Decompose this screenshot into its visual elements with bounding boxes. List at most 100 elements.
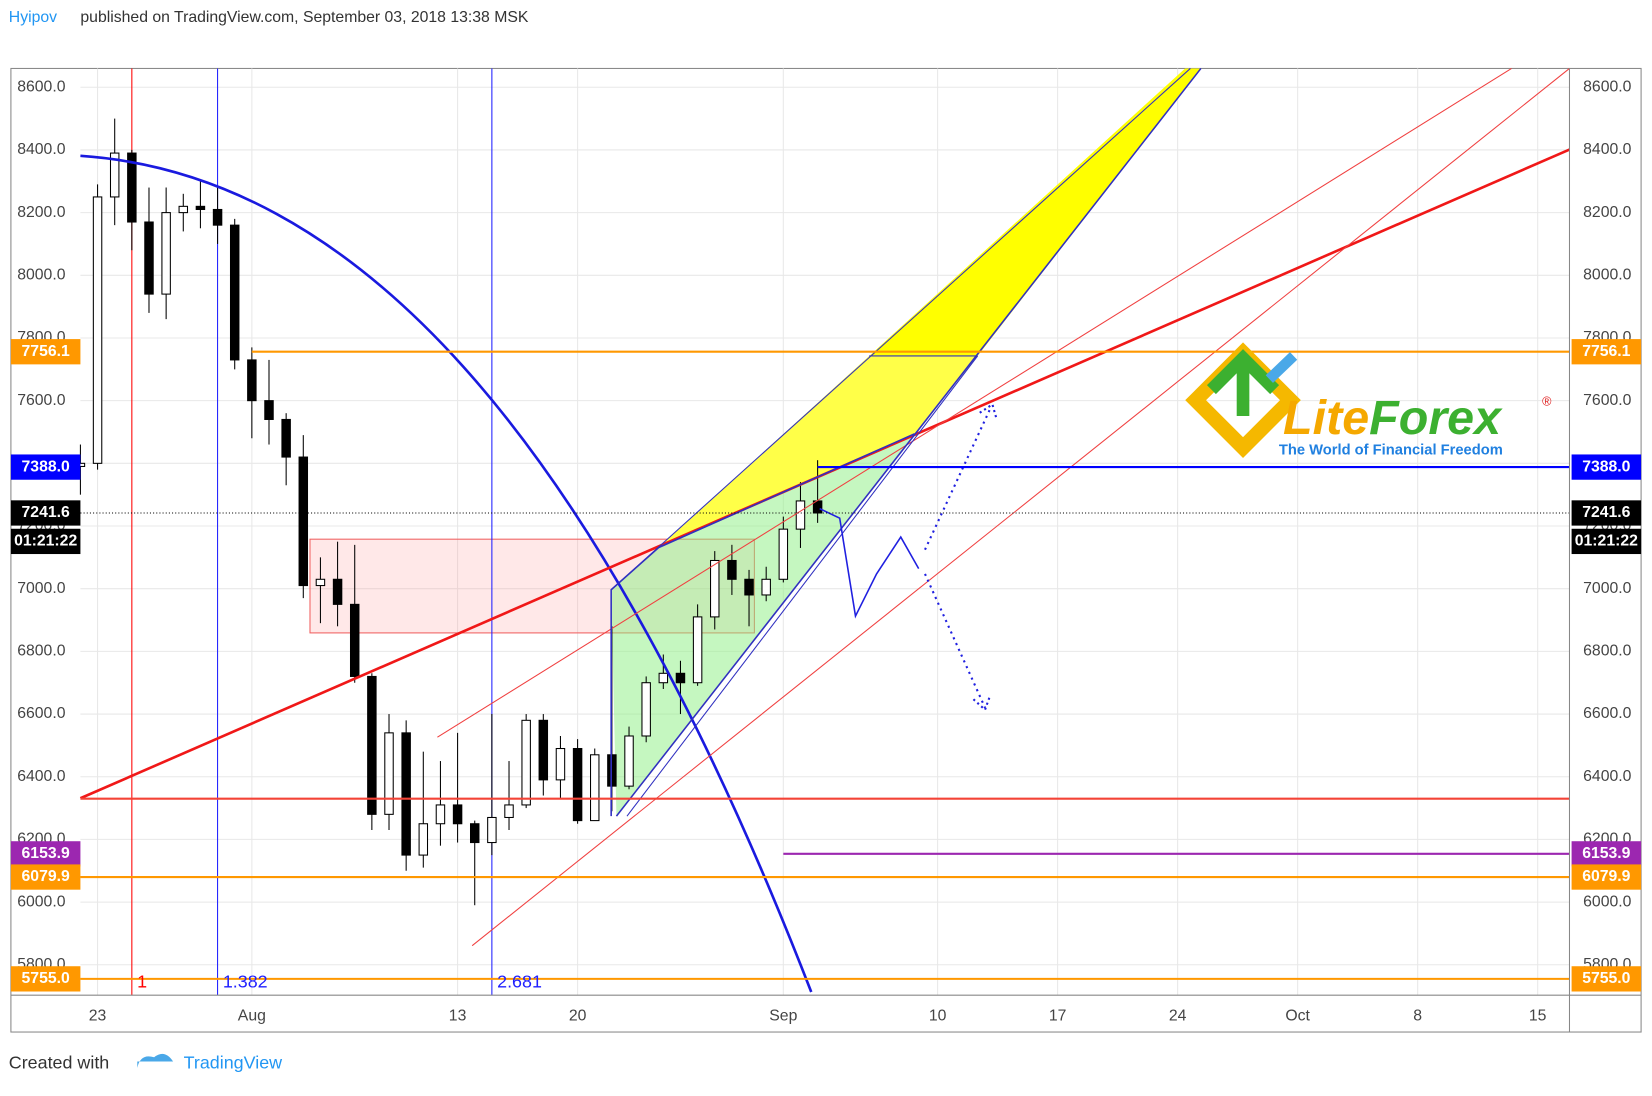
author[interactable]: Hyipov bbox=[9, 9, 57, 26]
y-tick-label: 7600.0 bbox=[17, 392, 65, 409]
time-line-label: 1 bbox=[137, 971, 147, 991]
candle-body bbox=[435, 804, 446, 825]
candle-body bbox=[521, 719, 531, 806]
candle-body bbox=[161, 212, 171, 295]
y-tick-label: 7000.0 bbox=[17, 580, 65, 597]
level-label: 6079.9 bbox=[22, 868, 70, 885]
candle-body bbox=[92, 196, 103, 464]
channel-line bbox=[610, 68, 1191, 591]
candle-body bbox=[692, 616, 703, 684]
level-label: 6153.9 bbox=[22, 845, 70, 862]
levels bbox=[80, 350, 1570, 980]
candle-body bbox=[109, 152, 120, 198]
arrow-up bbox=[924, 408, 992, 551]
logo-name: LiteForex bbox=[1283, 391, 1503, 445]
time-line-label: 2.681 bbox=[497, 971, 542, 991]
y-tick-label: 6400.0 bbox=[17, 768, 65, 785]
level-label-box bbox=[1571, 454, 1642, 480]
y-tick-label: 8200.0 bbox=[17, 204, 65, 221]
footer-icon bbox=[137, 1053, 174, 1068]
level-label: 7388.0 bbox=[22, 458, 70, 475]
x-tick-label: 13 bbox=[449, 1007, 467, 1024]
y-tick-label: 6800.0 bbox=[17, 643, 65, 660]
candle-body bbox=[538, 719, 549, 781]
level-label: 7756.1 bbox=[22, 343, 70, 360]
x-tick-label: 23 bbox=[89, 1007, 107, 1024]
logo-mark: ® bbox=[1542, 395, 1552, 409]
candle-body bbox=[264, 400, 274, 420]
level-label-box bbox=[10, 864, 81, 890]
x-tick-label: Sep bbox=[769, 1007, 797, 1024]
level-label-box bbox=[10, 966, 81, 992]
candle-body bbox=[778, 528, 789, 580]
x-tick-label: Oct bbox=[1285, 1007, 1310, 1024]
logo-accent bbox=[1265, 352, 1298, 383]
y-tick-label-right: 8600.0 bbox=[1583, 78, 1631, 95]
level-label-box bbox=[10, 339, 81, 365]
y-tick-label-right: 8200.0 bbox=[1583, 204, 1631, 221]
candle-body bbox=[641, 682, 651, 737]
candle-body bbox=[504, 804, 514, 818]
countdown-label-box bbox=[10, 528, 81, 555]
candle-body bbox=[555, 747, 566, 781]
candle-body bbox=[590, 754, 600, 822]
y-tick-label: 8600.0 bbox=[17, 78, 65, 95]
y-tick-label: 8400.0 bbox=[17, 141, 65, 158]
current-price-label-box bbox=[1571, 500, 1642, 526]
level-label: 7388.0 bbox=[1582, 458, 1630, 475]
candle-body bbox=[744, 578, 754, 596]
candle-body bbox=[298, 456, 309, 587]
y-tick-label-right: 7000.0 bbox=[1583, 580, 1631, 597]
y-tick-label-right: 8400.0 bbox=[1583, 141, 1631, 158]
x-tick-label: Aug bbox=[238, 1007, 266, 1024]
candle-body bbox=[315, 578, 326, 587]
projection bbox=[819, 507, 920, 619]
current-price-label-box bbox=[10, 500, 81, 526]
candle-body bbox=[384, 732, 394, 815]
x-tick-label: 17 bbox=[1049, 1007, 1067, 1024]
footer-brand[interactable]: TradingView bbox=[184, 1052, 283, 1072]
channel-line bbox=[437, 68, 1512, 738]
logo-arrow bbox=[1206, 349, 1280, 416]
time-line-label: 1.382 bbox=[223, 971, 268, 991]
x-tick-label: 10 bbox=[929, 1007, 947, 1024]
level-label-box bbox=[1571, 966, 1642, 992]
logo-name-a: Lite bbox=[1283, 391, 1369, 445]
logo-slogan: The World of Financial Freedom bbox=[1279, 443, 1503, 459]
candle-body bbox=[332, 578, 343, 605]
candle-body bbox=[401, 732, 411, 856]
candle-body bbox=[349, 603, 360, 677]
level-label-box bbox=[1571, 841, 1642, 867]
green-zone bbox=[611, 433, 915, 817]
candle-body bbox=[658, 672, 669, 684]
candles bbox=[75, 118, 823, 906]
level-label: 5755.0 bbox=[22, 970, 70, 987]
candle-body bbox=[572, 747, 583, 822]
arc bbox=[80, 154, 813, 993]
x-tick-label: 20 bbox=[569, 1007, 587, 1024]
y-tick-label-right: 6000.0 bbox=[1583, 893, 1631, 910]
candle-body bbox=[727, 559, 737, 580]
level-label-box bbox=[10, 841, 81, 867]
y-tick-label-right: 6400.0 bbox=[1583, 768, 1631, 785]
level-label: 7756.1 bbox=[1582, 343, 1630, 360]
candle-body bbox=[229, 224, 240, 361]
level-label: 6153.9 bbox=[1582, 845, 1630, 862]
candle-body bbox=[144, 221, 154, 295]
x-tick-label: 24 bbox=[1169, 1007, 1187, 1024]
candle-body bbox=[624, 735, 634, 787]
candle-body bbox=[452, 804, 463, 825]
countdown-label-box bbox=[1571, 528, 1642, 555]
channel-line bbox=[615, 67, 1202, 817]
level-label: 6079.9 bbox=[1582, 868, 1630, 885]
y-tick-label-right: 6800.0 bbox=[1583, 643, 1631, 660]
drawings bbox=[131, 68, 1201, 996]
candle-body bbox=[710, 559, 720, 618]
candle-body bbox=[127, 152, 137, 223]
countdown-label: 01:21:22 bbox=[1575, 533, 1638, 550]
header-text: published on TradingView.com, September … bbox=[80, 9, 528, 26]
level-label: 5755.0 bbox=[1582, 970, 1630, 987]
candle-body bbox=[195, 205, 206, 211]
candle-body bbox=[212, 208, 223, 226]
